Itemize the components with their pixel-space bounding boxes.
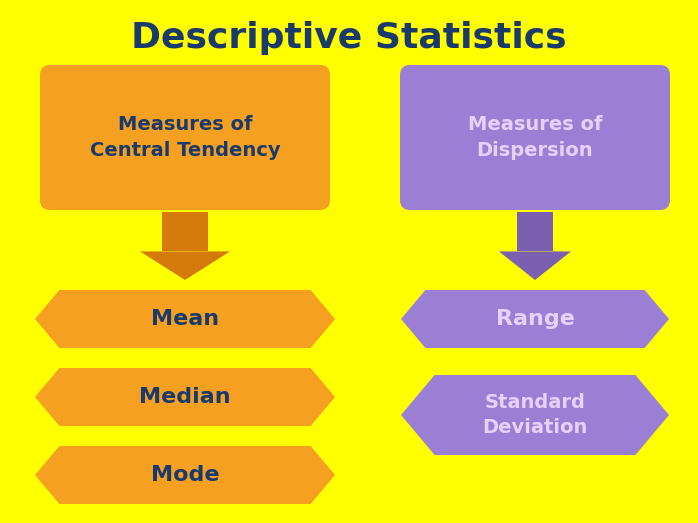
- Polygon shape: [35, 290, 335, 348]
- Polygon shape: [401, 290, 669, 348]
- Text: Descriptive Statistics: Descriptive Statistics: [131, 21, 567, 55]
- Text: Median: Median: [139, 387, 231, 407]
- Text: Standard
Deviation: Standard Deviation: [482, 393, 588, 437]
- Polygon shape: [35, 368, 335, 426]
- Polygon shape: [499, 252, 571, 280]
- Text: Mode: Mode: [151, 465, 219, 485]
- Polygon shape: [35, 446, 335, 504]
- Polygon shape: [140, 252, 230, 280]
- Polygon shape: [401, 375, 669, 455]
- FancyBboxPatch shape: [40, 65, 330, 210]
- Text: Mean: Mean: [151, 309, 219, 329]
- FancyBboxPatch shape: [400, 65, 670, 210]
- Text: Measures of
Central Tendency: Measures of Central Tendency: [89, 116, 281, 160]
- Text: Range: Range: [496, 309, 574, 329]
- Polygon shape: [162, 212, 208, 252]
- Polygon shape: [517, 212, 553, 252]
- Text: Measures of
Dispersion: Measures of Dispersion: [468, 116, 602, 160]
